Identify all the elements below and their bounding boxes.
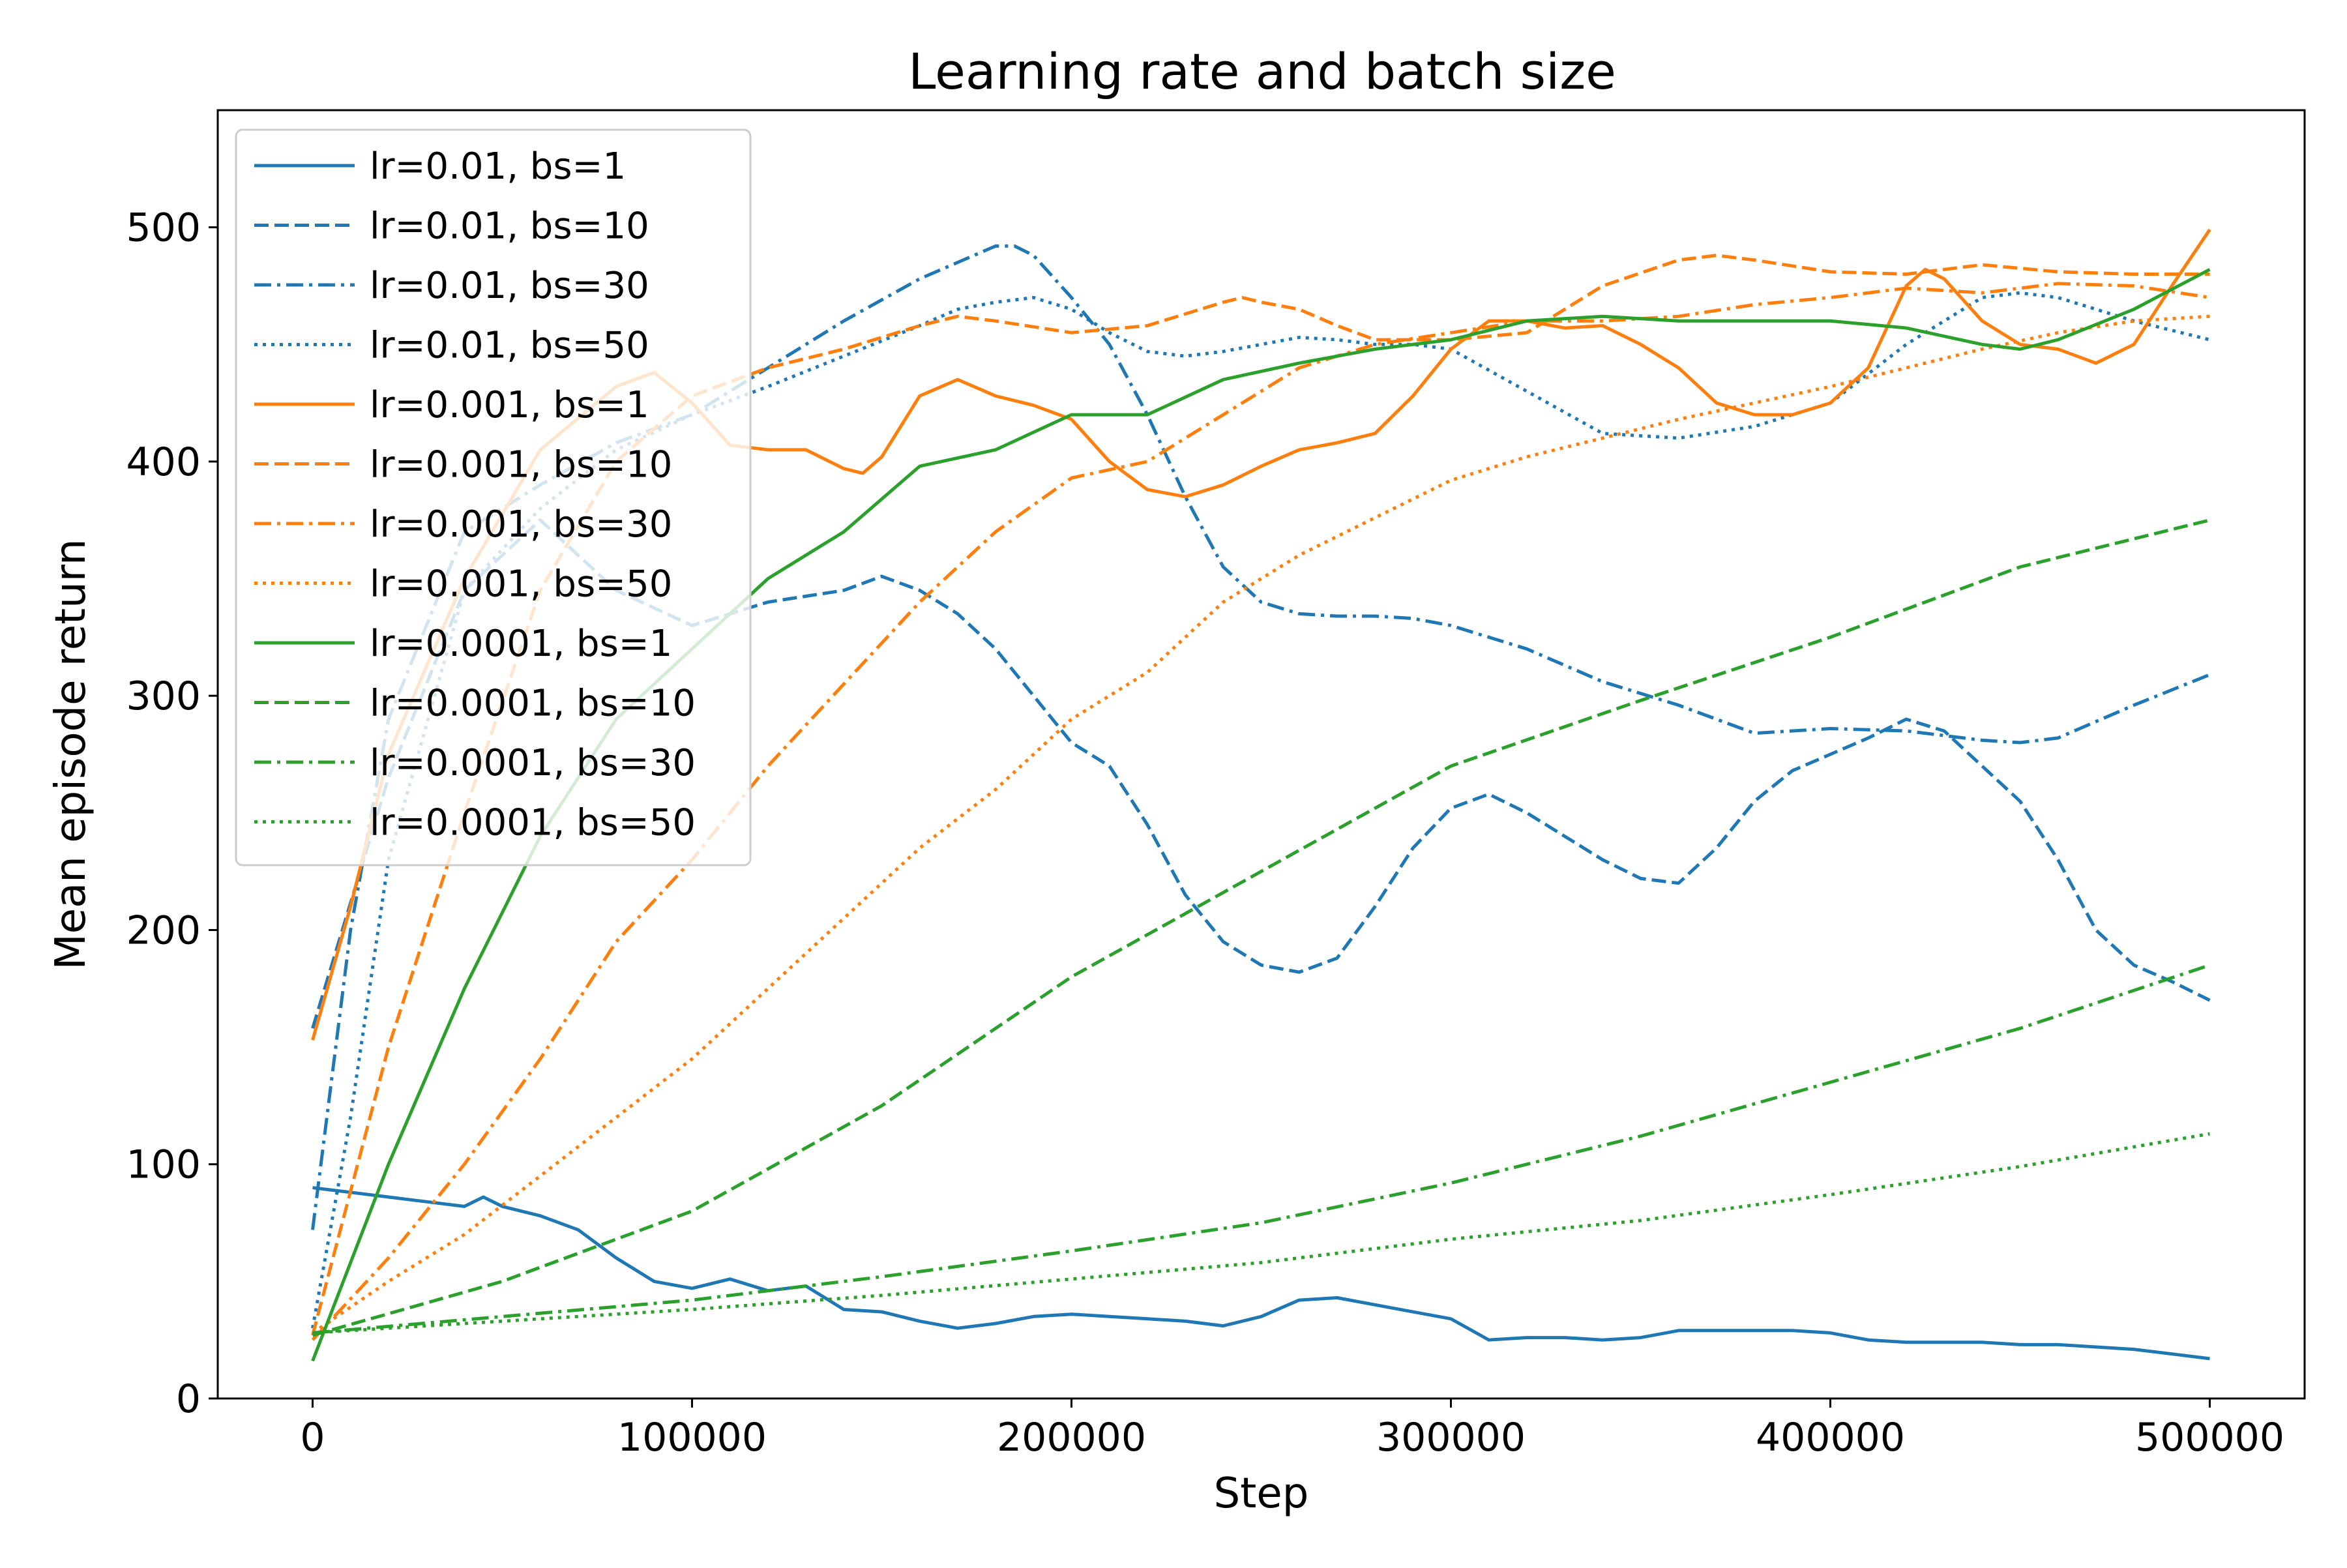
x-tick-label: 400000 bbox=[1756, 1415, 1905, 1460]
legend-label: lr=0.01, bs=30 bbox=[370, 265, 649, 307]
series-line-12 bbox=[312, 1132, 2210, 1335]
legend-label: lr=0.0001, bs=50 bbox=[370, 802, 696, 844]
y-tick-label: 400 bbox=[126, 439, 201, 485]
x-tick-label: 0 bbox=[300, 1415, 325, 1460]
legend-label: lr=0.001, bs=10 bbox=[370, 444, 672, 486]
chart-title: Learning rate and batch size bbox=[908, 42, 1616, 100]
x-tick-label: 100000 bbox=[617, 1415, 767, 1460]
y-axis-label: Mean episode return bbox=[47, 539, 95, 969]
series-line-6 bbox=[311, 254, 2210, 1336]
legend-label: lr=0.0001, bs=30 bbox=[370, 742, 696, 784]
legend: lr=0.01, bs=1 lr=0.01, bs=10 lr=0.01, bs=3… bbox=[235, 128, 752, 866]
plot-frame bbox=[216, 109, 2306, 1400]
series-line-2 bbox=[311, 518, 2211, 1029]
y-tick-label: 300 bbox=[126, 673, 201, 719]
series-line-8 bbox=[312, 314, 2210, 1335]
series-line-11 bbox=[312, 963, 2211, 1335]
legend-label: lr=0.01, bs=10 bbox=[370, 205, 649, 248]
series-line-7 bbox=[311, 282, 2210, 1341]
y-tick-label: 200 bbox=[126, 908, 201, 953]
legend-box bbox=[235, 128, 752, 866]
x-tick-label: 200000 bbox=[997, 1415, 1146, 1460]
legend-label: lr=0.0001, bs=1 bbox=[370, 623, 672, 665]
y-tick-label: 500 bbox=[126, 205, 201, 251]
legend-label: lr=0.001, bs=1 bbox=[370, 384, 649, 426]
series-line-10 bbox=[312, 518, 2211, 1337]
x-tick-label: 300000 bbox=[1376, 1415, 1526, 1460]
legend-label: lr=0.01, bs=1 bbox=[370, 145, 626, 188]
legend-label: lr=0.0001, bs=10 bbox=[370, 683, 696, 725]
y-tick-label: 100 bbox=[126, 1142, 201, 1188]
series-line-1 bbox=[312, 1186, 2210, 1361]
legend-label: lr=0.01, bs=50 bbox=[370, 325, 649, 367]
x-axis: 0 100000 200000 300000 400000 500000 bbox=[300, 1398, 2284, 1460]
legend-label: lr=0.001, bs=30 bbox=[370, 503, 672, 546]
x-tick-label: 500000 bbox=[2135, 1415, 2284, 1460]
x-axis-label: Step bbox=[1214, 1470, 1309, 1518]
legend-label: lr=0.001, bs=50 bbox=[370, 563, 672, 606]
y-axis: 0 100 200 300 400 500 bbox=[126, 205, 218, 1422]
y-tick-label: 0 bbox=[176, 1376, 201, 1422]
